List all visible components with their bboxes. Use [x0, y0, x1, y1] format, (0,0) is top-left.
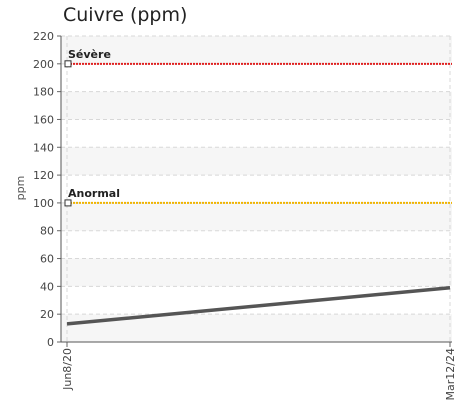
background-band	[61, 91, 452, 120]
y-tick-labels: 0 20 40 60 80 100 120 140 160 180 200 220	[33, 30, 54, 349]
background-band	[61, 202, 452, 231]
series-line	[66, 286, 451, 326]
y-tick-label: 80	[40, 225, 54, 238]
threshold-lines: Sévère Anormal	[64, 48, 452, 207]
axes	[57, 35, 452, 347]
threshold-marker	[64, 60, 72, 68]
background-band	[61, 258, 452, 287]
threshold-label: Anormal	[68, 187, 120, 200]
y-tick-label: 220	[33, 30, 54, 43]
threshold-label: Sévère	[68, 48, 111, 61]
y-tick-label: 60	[40, 253, 54, 266]
y-tick-label: 140	[33, 141, 54, 154]
threshold-marker	[64, 199, 72, 207]
y-tick-label: 40	[40, 280, 54, 293]
x-tick-label: Mar12/24	[444, 348, 456, 400]
background-band	[61, 147, 452, 176]
chart-title: Cuivre (ppm)	[63, 4, 188, 26]
y-tick-label: 180	[33, 86, 54, 99]
x-tick-labels: Jun8/20 Mar12/24	[61, 348, 456, 400]
y-tick-label: 20	[40, 308, 54, 321]
background-bands	[61, 36, 452, 342]
background-band	[61, 36, 452, 64]
y-axis-label: ppm	[14, 176, 27, 201]
y-tick-label: 100	[33, 197, 54, 210]
y-tick-label: 120	[33, 169, 54, 182]
x-tick-label: Jun8/20	[61, 348, 74, 391]
y-tick-label: 160	[33, 113, 54, 126]
y-tick-label: 200	[33, 58, 54, 71]
series-lines	[66, 286, 451, 326]
y-tick-label: 0	[47, 336, 54, 349]
